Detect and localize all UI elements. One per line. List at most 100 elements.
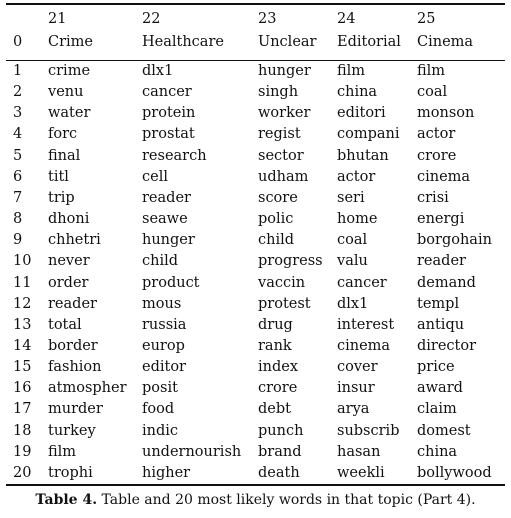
row-index: 6 xyxy=(13,168,23,185)
topic-word: award xyxy=(417,380,463,397)
topic-word: punch xyxy=(258,422,304,439)
table-row: 20 trophi higher death weekli bollywood xyxy=(0,463,511,484)
topic-word: never xyxy=(48,253,90,270)
row-index: 17 xyxy=(13,401,32,418)
topic-word: prostat xyxy=(142,126,195,143)
topic-word: china xyxy=(417,443,458,460)
topic-word: crore xyxy=(417,147,457,164)
topic-word: domest xyxy=(417,422,471,439)
table-row: 14 border europ rank cinema director xyxy=(0,336,511,357)
topic-word: weekli xyxy=(337,464,385,481)
topic-word: bhutan xyxy=(337,147,389,164)
topic-word: cinema xyxy=(337,337,391,354)
table-row: 3 water protein worker editori monson xyxy=(0,103,511,124)
table-row: 9 chhetri hunger child coal borgohain xyxy=(0,230,511,251)
topic-word: water xyxy=(48,105,91,122)
topic-word: home xyxy=(337,211,378,228)
topic-word: film xyxy=(337,63,366,79)
topic-word: seawe xyxy=(142,211,188,228)
topic-word: claim xyxy=(417,401,457,418)
topic-number-header: 22 xyxy=(142,11,161,27)
topic-word: mous xyxy=(142,295,182,312)
table-row: 19 film undernourish brand hasan china xyxy=(0,442,511,463)
topic-word: hasan xyxy=(337,443,381,460)
topic-word: sector xyxy=(258,147,304,164)
table-row: 5 final research sector bhutan crore xyxy=(0,146,511,167)
topic-word: undernourish xyxy=(142,443,242,460)
topic-word: food xyxy=(142,401,175,418)
topic-word: protest xyxy=(258,295,311,312)
table-row: 7 trip reader score seri crisi xyxy=(0,188,511,209)
row-index: 3 xyxy=(13,105,23,122)
topic-word: editor xyxy=(142,359,186,376)
topic-number-header: 24 xyxy=(337,11,356,27)
topic-word: trophi xyxy=(48,464,93,481)
topic-word: total xyxy=(48,316,82,333)
row-index: 15 xyxy=(13,359,32,376)
topic-word: titl xyxy=(48,168,69,185)
topic-name-header: Editorial xyxy=(337,34,401,50)
topic-word: valu xyxy=(337,253,368,270)
topic-word: child xyxy=(258,232,295,249)
topic-word: child xyxy=(142,253,179,270)
caption-text: Table and 20 most likely words in that t… xyxy=(97,492,476,508)
topic-word: film xyxy=(417,63,446,79)
topic-word: film xyxy=(48,443,77,460)
table-row: 16 atmospher posit crore insur award xyxy=(0,378,511,399)
topic-word: indic xyxy=(142,422,179,439)
table-row: 2 venu cancer singh china coal xyxy=(0,82,511,103)
topic-word: hunger xyxy=(258,63,311,79)
topic-word: border xyxy=(48,337,98,354)
topic-number-header: 21 xyxy=(48,11,67,27)
row-index: 10 xyxy=(13,253,32,270)
topic-word: antiqu xyxy=(417,316,465,333)
topic-word: interest xyxy=(337,316,395,333)
topic-word: monson xyxy=(417,105,475,122)
topic-word: higher xyxy=(142,464,191,481)
topic-word: dlx1 xyxy=(142,63,174,79)
topic-number-header: 25 xyxy=(417,11,436,27)
row-index: 14 xyxy=(13,337,32,354)
topic-word: dlx1 xyxy=(337,295,369,312)
index-column-header: 0 xyxy=(13,34,23,50)
topic-word: reader xyxy=(142,189,191,206)
topic-word: energi xyxy=(417,211,465,228)
row-index: 2 xyxy=(13,84,23,101)
topic-word: forc xyxy=(48,126,78,143)
topic-word: dhoni xyxy=(48,211,90,228)
topic-word: reader xyxy=(417,253,466,270)
topic-word: subscrib xyxy=(337,422,400,439)
topic-name-header: Cinema xyxy=(417,34,474,50)
topic-name-header: Healthcare xyxy=(142,34,224,50)
topic-word: actor xyxy=(417,126,456,143)
table-row: 6 titl cell udham actor cinema xyxy=(0,167,511,188)
topic-name-header: Unclear xyxy=(258,34,317,50)
topic-word: debt xyxy=(258,401,291,418)
table-row: 17 murder food debt arya claim xyxy=(0,399,511,420)
topic-word: reader xyxy=(48,295,97,312)
row-index: 5 xyxy=(13,147,23,164)
topic-word: cinema xyxy=(417,168,471,185)
topic-word: cover xyxy=(337,359,378,376)
table-row: 13 total russia drug interest antiqu xyxy=(0,315,511,336)
topic-word: brand xyxy=(258,443,302,460)
topic-word: cell xyxy=(142,168,168,185)
row-index: 18 xyxy=(13,422,32,439)
topic-word: crime xyxy=(48,63,91,79)
row-index: 13 xyxy=(13,316,32,333)
topic-number-header: 23 xyxy=(258,11,277,27)
topic-word: atmospher xyxy=(48,380,127,397)
row-index: 9 xyxy=(13,232,23,249)
row-index: 1 xyxy=(13,63,23,79)
row-index: 7 xyxy=(13,189,23,206)
table-row: 8 dhoni seawe polic home energi xyxy=(0,209,511,230)
table-row: 10 never child progress valu reader xyxy=(0,251,511,272)
topic-word: index xyxy=(258,359,299,376)
topic-word: cancer xyxy=(142,84,192,101)
topic-word: director xyxy=(417,337,477,354)
topic-word: compani xyxy=(337,126,400,143)
topic-word: templ xyxy=(417,295,460,312)
row-index: 16 xyxy=(13,380,32,397)
topic-word: vaccin xyxy=(258,274,306,291)
